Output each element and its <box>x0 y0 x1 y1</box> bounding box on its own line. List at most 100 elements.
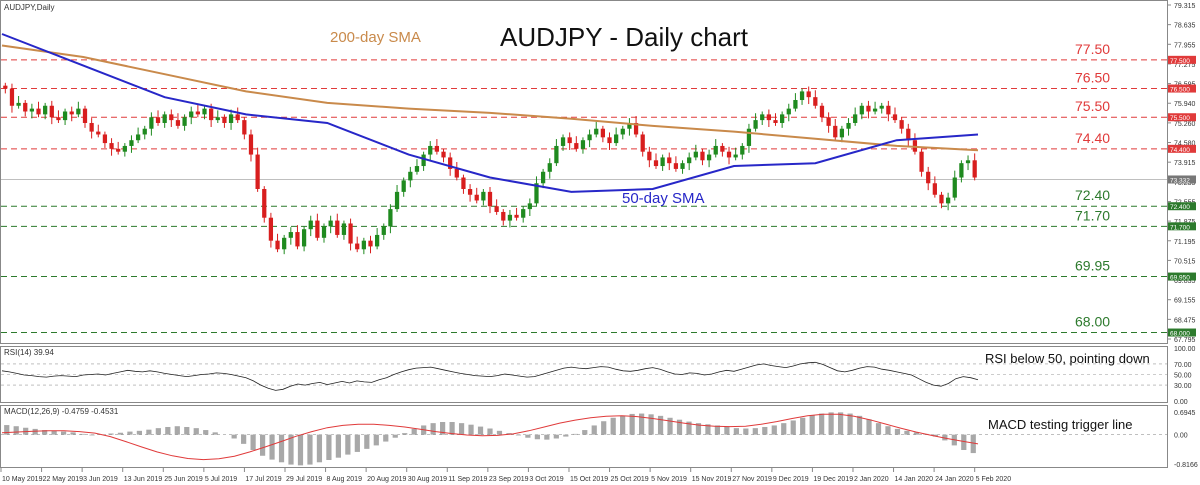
candle-body <box>501 211 506 221</box>
rsi-annotation: RSI below 50, pointing down <box>985 351 1150 366</box>
candle-body <box>607 137 612 144</box>
candle-body <box>368 240 373 247</box>
candle-body <box>43 105 48 115</box>
candle-body <box>142 128 147 135</box>
candle-body <box>514 214 519 218</box>
level-price-tag <box>1168 55 1196 64</box>
sma200-label: 200-day SMA <box>330 29 421 46</box>
candle-body <box>952 177 957 198</box>
candle-body <box>826 117 831 126</box>
candle-body <box>693 151 698 158</box>
candle-body <box>62 111 68 121</box>
candle-body <box>507 214 513 221</box>
sma50-label: 50-day SMA <box>622 190 705 207</box>
candle-body <box>833 125 838 138</box>
candle-body <box>262 189 267 218</box>
candle-body <box>414 166 420 172</box>
candle-body <box>859 105 864 115</box>
candle-body <box>806 91 811 98</box>
candle-body <box>633 122 639 135</box>
candle-body <box>720 145 725 152</box>
candle-body <box>839 128 845 138</box>
date-tick-label: 15 Oct 2019 <box>570 476 608 483</box>
candle-body <box>760 114 765 121</box>
price-tick-label: 67.795 <box>1174 337 1196 344</box>
candle-body <box>945 197 951 204</box>
price-tick-label: 78.635 <box>1174 23 1196 30</box>
candle-body <box>939 194 944 204</box>
candle-body <box>746 128 752 146</box>
date-tick-label: 24 Jan 2020 <box>935 476 974 483</box>
candle-body <box>653 160 659 167</box>
candle-body <box>872 108 878 112</box>
candle-body <box>594 128 599 135</box>
rsi-tick-label: 50.00 <box>1174 373 1192 380</box>
candle-body <box>421 154 426 167</box>
candle-body <box>328 220 333 227</box>
date-tick-label: 23 Sep 2019 <box>489 476 529 483</box>
candle-body <box>394 191 400 210</box>
candle-body <box>487 191 493 207</box>
date-tick-label: 27 Nov 2019 <box>732 476 772 483</box>
candle-body <box>534 183 539 204</box>
macd-signal-line <box>1 413 979 461</box>
level-price-tag <box>1168 144 1196 153</box>
candle-body <box>49 105 54 118</box>
price-tick-label: 69.835 <box>1174 278 1196 285</box>
level-label: 76.50 <box>1075 70 1110 86</box>
level-price-tag <box>1168 113 1196 122</box>
level-price-tag-text: 72.400 <box>1170 204 1190 211</box>
candle-body <box>454 168 459 178</box>
candle-body <box>554 145 559 164</box>
candle-body <box>96 131 101 135</box>
sma200-line <box>1 44 979 152</box>
candle-body <box>932 183 937 195</box>
candle-body <box>248 134 254 155</box>
candle-body <box>467 189 473 195</box>
candle-body <box>348 223 353 244</box>
level-price-tag <box>1168 222 1196 231</box>
rsi-label: RSI(14) 39.94 <box>4 348 54 357</box>
candle-body <box>162 114 167 123</box>
price-tick-label: 70.515 <box>1174 258 1196 265</box>
level-price-tag-text: 69.950 <box>1170 275 1190 282</box>
candle-body <box>567 137 572 144</box>
candle-body <box>335 220 340 235</box>
level-price-tag-text: 68.000 <box>1170 331 1190 338</box>
level-price-tag <box>1168 84 1196 93</box>
candle-body <box>275 240 280 250</box>
rsi-line <box>1 361 979 391</box>
candle-body <box>355 243 360 250</box>
candle-body <box>102 134 108 144</box>
chart-title: AUDJPY - Daily chart <box>500 22 749 52</box>
candle-body <box>461 177 466 190</box>
macd-panel <box>0 405 1168 468</box>
candle-body <box>680 163 685 169</box>
candle-body <box>9 88 15 106</box>
candle-body <box>441 151 446 158</box>
candle-body <box>673 163 679 169</box>
candle-body <box>886 105 891 115</box>
date-tick-label: 25 Jun 2019 <box>164 476 203 483</box>
price-tick-label: 71.195 <box>1174 239 1196 246</box>
candle-body <box>647 151 652 161</box>
candle-body <box>620 128 625 135</box>
candle-body <box>766 114 771 121</box>
candle-body <box>906 128 911 141</box>
candle-body <box>69 111 74 115</box>
date-tick-label: 14 Jan 2020 <box>895 476 934 483</box>
candle-body <box>793 100 798 109</box>
candle-body <box>846 122 851 129</box>
date-tick-label: 15 Nov 2019 <box>692 476 732 483</box>
level-label: 69.95 <box>1075 258 1110 274</box>
candle-body <box>169 114 174 121</box>
candle-body <box>36 108 41 115</box>
candle-body <box>3 85 8 89</box>
candle-body <box>189 111 194 118</box>
current-price-tag-text: 73.332 <box>1170 177 1190 184</box>
candle-body <box>448 157 453 169</box>
date-tick-label: 3 Jun 2019 <box>83 476 118 483</box>
level-price-tag <box>1168 272 1196 281</box>
candle-body <box>813 97 818 106</box>
